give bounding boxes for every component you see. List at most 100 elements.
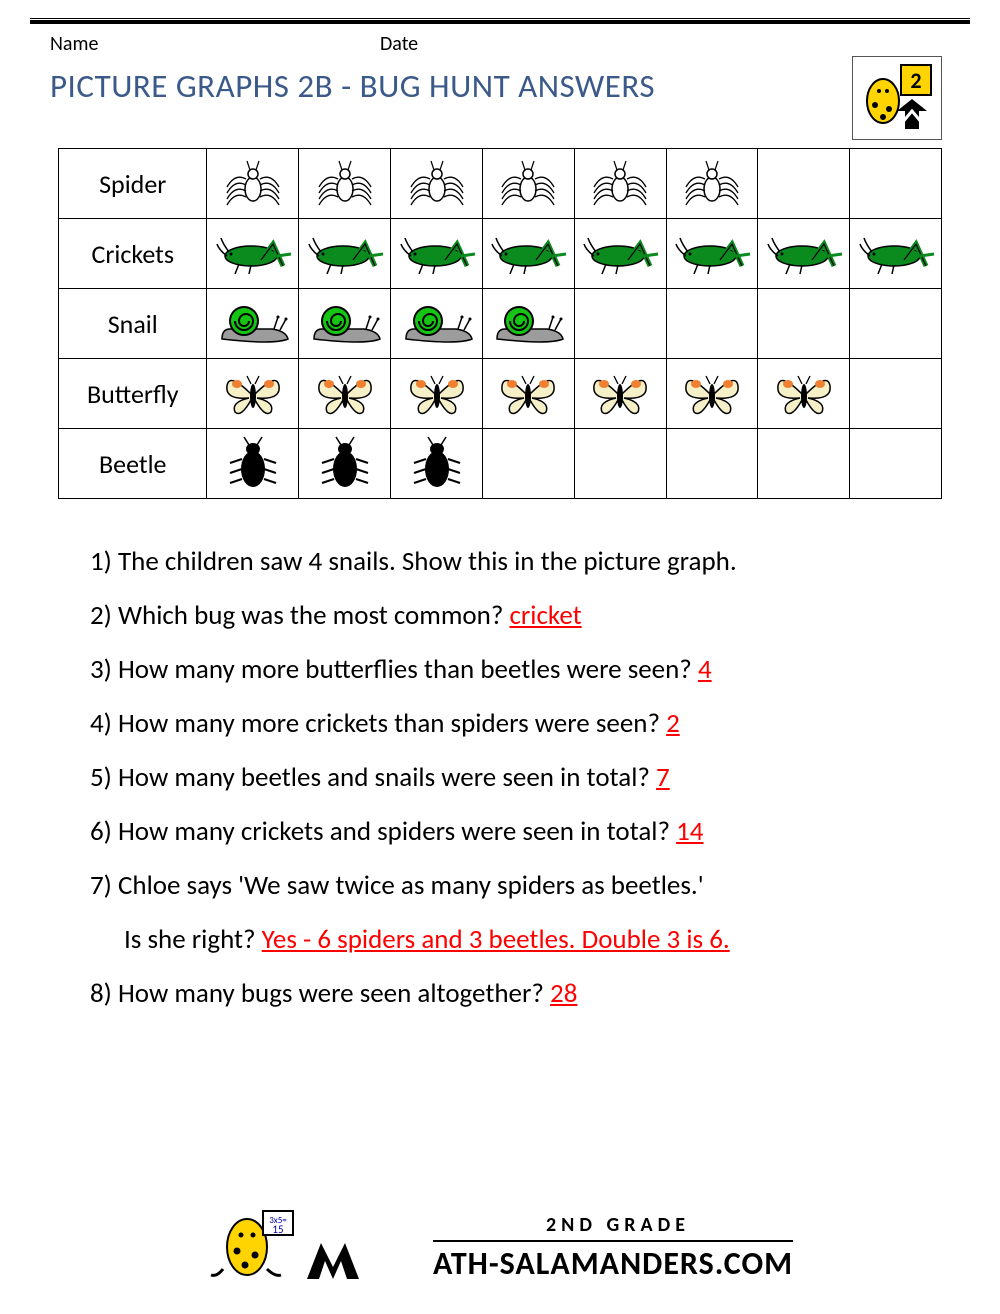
question-number: 3) xyxy=(90,653,118,686)
row-label: Crickets xyxy=(59,219,207,289)
answer-text: 7 xyxy=(656,761,670,794)
question-number: 7) xyxy=(90,869,118,902)
question-number: 4) xyxy=(90,707,118,740)
footer-site-text: ATH-SALAMANDERS.COM xyxy=(433,1240,793,1283)
butterfly-icon xyxy=(588,368,652,420)
butterfly-cell xyxy=(299,359,391,429)
answer-text: Yes - 6 spiders and 3 beetles. Double 3 … xyxy=(262,923,730,956)
footer-m-icon xyxy=(303,1237,363,1283)
cricket-icon xyxy=(670,230,754,278)
snail-icon xyxy=(306,299,384,349)
question-text: How many crickets and spiders were seen … xyxy=(118,815,670,848)
snail-cell xyxy=(299,289,391,359)
cricket-icon xyxy=(303,230,387,278)
name-label: Name xyxy=(50,32,380,56)
question-text: How many more crickets than spiders were… xyxy=(118,707,660,740)
butterfly-cell xyxy=(391,359,483,429)
beetle-cell xyxy=(207,429,299,499)
snail-icon xyxy=(489,299,567,349)
cricket-cell xyxy=(299,219,391,289)
cricket-cell xyxy=(850,219,942,289)
question-number: 8) xyxy=(90,977,118,1010)
beetle-cell xyxy=(758,429,850,499)
row-label: Snail xyxy=(59,289,207,359)
table-row: Beetle xyxy=(59,429,942,499)
pictograph-table: Spider xyxy=(58,148,942,499)
snail-cell xyxy=(758,289,850,359)
butterfly-cell xyxy=(482,359,574,429)
spider-cell xyxy=(482,149,574,219)
question-text: How many beetles and snails were seen in… xyxy=(118,761,650,794)
question-item: 4) How many more crickets than spiders w… xyxy=(90,699,942,749)
footer-grade-text: 2ND GRADE xyxy=(443,1213,793,1237)
question-item: 1) The children saw 4 snails. Show this … xyxy=(90,537,942,587)
footer: 3x5= 15 2ND GRADE ATH-SALAMANDERS.COM xyxy=(0,1203,1000,1288)
answer-text: 4 xyxy=(698,653,712,686)
svg-text:15: 15 xyxy=(272,1223,283,1236)
question-item: 8) How many bugs were seen altogether? 2… xyxy=(90,969,942,1019)
question-item-continuation: Is she right? Yes - 6 spiders and 3 beet… xyxy=(90,915,942,965)
butterfly-cell xyxy=(207,359,299,429)
answer-text: 2 xyxy=(666,707,680,740)
cricket-cell xyxy=(666,219,758,289)
question-item: 6) How many crickets and spiders were se… xyxy=(90,807,942,857)
spider-cell xyxy=(391,149,483,219)
spider-icon xyxy=(498,157,558,211)
footer-salamander-icon: 3x5= 15 xyxy=(207,1203,297,1283)
butterfly-cell xyxy=(666,359,758,429)
spider-cell xyxy=(299,149,391,219)
snail-icon xyxy=(398,299,476,349)
question-text: Which bug was the most common? xyxy=(118,599,503,632)
snail-cell xyxy=(482,289,574,359)
top-rule xyxy=(30,20,970,24)
beetle-cell xyxy=(574,429,666,499)
snail-icon xyxy=(214,299,292,349)
cricket-icon xyxy=(854,230,938,278)
answer-text: 14 xyxy=(676,815,703,848)
date-label: Date xyxy=(380,32,418,56)
spider-cell xyxy=(666,149,758,219)
question-text: Is she right? xyxy=(124,923,256,956)
butterfly-cell xyxy=(574,359,666,429)
snail-cell xyxy=(666,289,758,359)
questions-list: 1) The children saw 4 snails. Show this … xyxy=(90,537,942,1018)
butterfly-icon xyxy=(772,368,836,420)
grade-logo: 2 xyxy=(852,56,942,140)
title-text: PICTURE GRAPHS 2B - BUG HUNT ANSWERS xyxy=(50,66,655,106)
butterfly-cell xyxy=(758,359,850,429)
question-item: 3) How many more butterflies than beetle… xyxy=(90,645,942,695)
row-label: Spider xyxy=(59,149,207,219)
row-label: Beetle xyxy=(59,429,207,499)
beetle-cell xyxy=(666,429,758,499)
question-item: 7) Chloe says 'We saw twice as many spid… xyxy=(90,861,942,911)
cricket-cell xyxy=(207,219,299,289)
svg-text:2: 2 xyxy=(910,67,921,94)
row-label: Butterfly xyxy=(59,359,207,429)
question-item: 5) How many beetles and snails were seen… xyxy=(90,753,942,803)
page-title: PICTURE GRAPHS 2B - BUG HUNT ANSWERS xyxy=(0,56,1000,106)
spider-cell xyxy=(850,149,942,219)
beetle-cell xyxy=(850,429,942,499)
spider-cell xyxy=(758,149,850,219)
spider-icon xyxy=(682,157,742,211)
spider-cell xyxy=(574,149,666,219)
snail-cell xyxy=(574,289,666,359)
butterfly-icon xyxy=(405,368,469,420)
cricket-icon xyxy=(578,230,662,278)
header-labels: Name Date xyxy=(0,24,1000,56)
snail-cell xyxy=(850,289,942,359)
butterfly-icon xyxy=(221,368,285,420)
butterfly-icon xyxy=(313,368,377,420)
spider-icon xyxy=(315,157,375,211)
answer-text: cricket xyxy=(509,599,581,632)
question-text: How many bugs were seen altogether? xyxy=(118,977,544,1010)
beetle-icon xyxy=(410,435,464,493)
question-text: The children saw 4 snails. Show this in … xyxy=(118,545,737,578)
snail-cell xyxy=(391,289,483,359)
cricket-icon xyxy=(395,230,479,278)
spider-icon xyxy=(590,157,650,211)
spider-icon xyxy=(407,157,467,211)
table-row: Spider xyxy=(59,149,942,219)
butterfly-icon xyxy=(680,368,744,420)
question-item: 2) Which bug was the most common? cricke… xyxy=(90,591,942,641)
